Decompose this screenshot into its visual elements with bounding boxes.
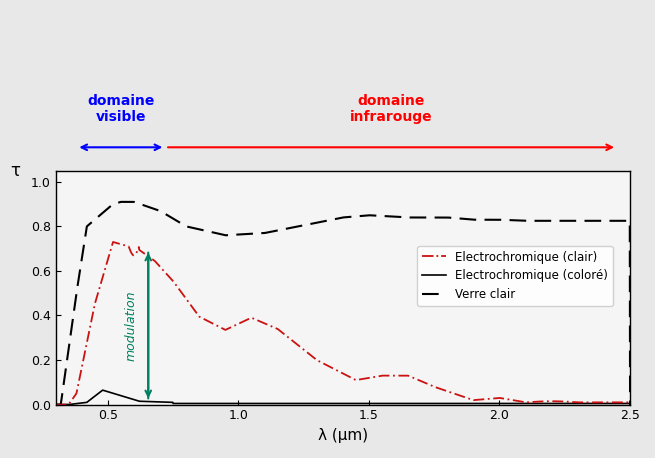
Text: τ: τ bbox=[10, 162, 20, 180]
X-axis label: λ (µm): λ (µm) bbox=[318, 428, 368, 443]
Text: domaine
infrarouge: domaine infrarouge bbox=[350, 94, 432, 124]
Legend: Electrochromique (clair), Electrochromique (coloré), Verre clair: Electrochromique (clair), Electrochromiq… bbox=[417, 246, 612, 306]
Text: domaine
visible: domaine visible bbox=[87, 94, 155, 124]
Text: modulation: modulation bbox=[125, 290, 138, 361]
